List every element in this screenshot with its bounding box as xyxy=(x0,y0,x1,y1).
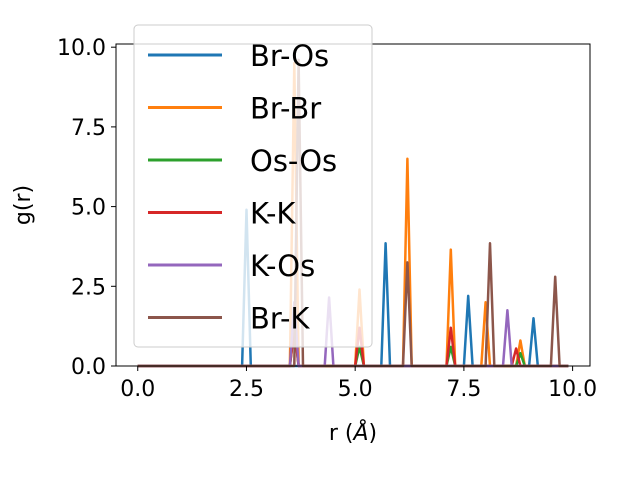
y-tick-label: 5.0 xyxy=(71,196,106,221)
x-axis-label-unit: Å xyxy=(351,419,368,446)
x-tick-label: 5.0 xyxy=(338,377,373,402)
x-tick-label: 7.5 xyxy=(446,377,481,402)
legend-label-br-k: Br-K xyxy=(250,302,310,336)
y-tick-label: 2.5 xyxy=(71,275,106,300)
x-tick-label: 2.5 xyxy=(229,377,264,402)
x-tick-label: 0.0 xyxy=(120,377,155,402)
legend-label-k-k: K-K xyxy=(250,197,296,231)
x-axis: 0.0 2.5 5.0 7.5 10.0 xyxy=(120,366,597,402)
x-axis-label: r (Å) xyxy=(329,419,377,446)
x-axis-label-close: ) xyxy=(369,421,378,446)
legend-box xyxy=(133,24,373,348)
legend-label-br-br: Br-Br xyxy=(250,92,321,126)
y-tick-label: 7.5 xyxy=(71,116,106,141)
x-tick-label: 10.0 xyxy=(548,377,597,402)
y-tick-label: 0.0 xyxy=(71,355,106,380)
legend: Br-Os Br-Br Os-Os K-K K-Os Br-K xyxy=(133,24,373,348)
y-tick-label: 10.0 xyxy=(57,36,106,61)
legend-label-k-os: K-Os xyxy=(250,249,315,283)
legend-label-os-os: Os-Os xyxy=(250,144,337,178)
y-axis: 0.0 2.5 5.0 7.5 10.0 xyxy=(57,36,116,380)
legend-label-br-os: Br-Os xyxy=(250,39,329,73)
x-axis-label-text: r ( xyxy=(329,421,354,446)
y-axis-label: g(r) xyxy=(11,185,36,225)
